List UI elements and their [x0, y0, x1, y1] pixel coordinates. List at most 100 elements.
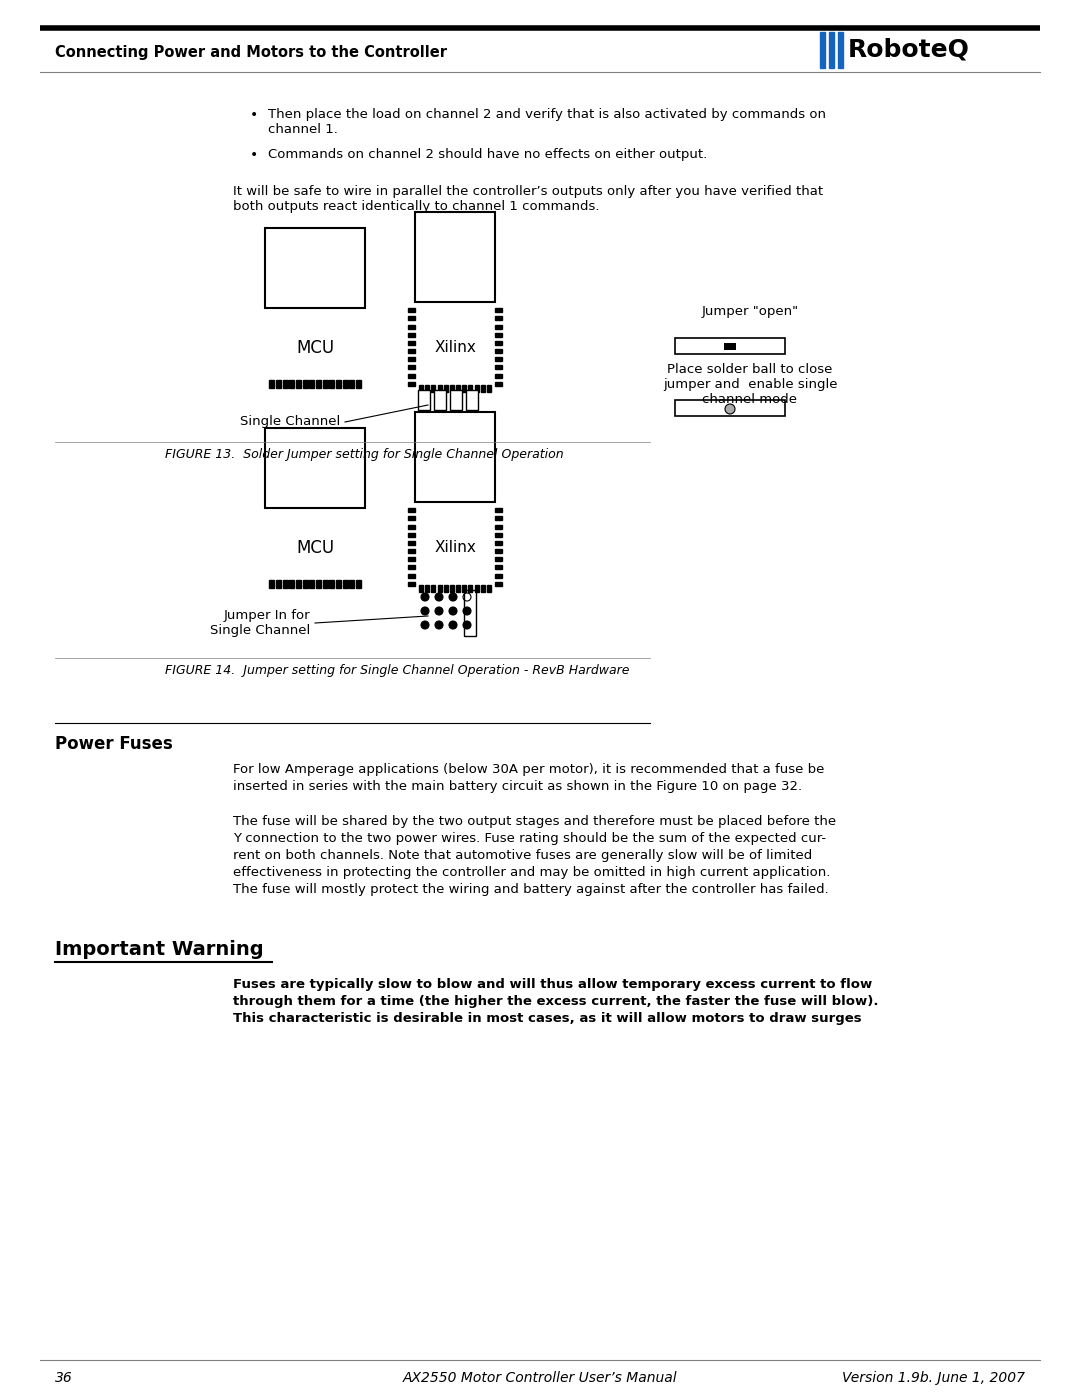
Text: FIGURE 14.  Jumper setting for Single Channel Operation - RevB Hardware: FIGURE 14. Jumper setting for Single Cha… [165, 664, 630, 678]
Bar [820, 32, 825, 68]
Text: It will be safe to wire in parallel the controller’s outputs only after you have: It will be safe to wire in parallel the … [233, 184, 823, 212]
Bar [315, 580, 321, 588]
Bar [408, 332, 415, 337]
Bar [323, 492, 327, 500]
Bar [283, 580, 287, 588]
Bar [434, 390, 446, 409]
Bar [408, 349, 415, 353]
Bar [289, 292, 294, 300]
Bar [495, 332, 502, 337]
Bar [495, 581, 502, 585]
Text: •: • [249, 148, 258, 162]
Bar [309, 492, 314, 500]
Bar [289, 492, 294, 500]
Bar [265, 427, 365, 509]
Bar [495, 358, 502, 362]
Bar [408, 316, 415, 320]
Bar [469, 386, 472, 393]
Bar [426, 386, 430, 393]
Bar [495, 309, 502, 312]
Bar [469, 585, 472, 592]
Bar [444, 288, 448, 295]
Bar [450, 488, 454, 495]
Bar [838, 32, 843, 68]
Bar [675, 400, 785, 416]
Bar [315, 380, 321, 388]
Bar [456, 488, 460, 495]
Bar [329, 380, 334, 388]
Bar [495, 373, 502, 377]
Bar [269, 380, 274, 388]
Text: Jumper "open": Jumper "open" [701, 305, 798, 319]
Bar [444, 488, 448, 495]
Bar [408, 574, 415, 577]
Text: The fuse will be shared by the two output stages and therefore must be placed be: The fuse will be shared by the two outpu… [233, 814, 836, 895]
Bar [495, 316, 502, 320]
Bar [283, 292, 287, 300]
Bar [432, 585, 435, 592]
Bar [329, 580, 334, 588]
Bar [269, 492, 274, 500]
Text: AX2550 Motor Controller User’s Manual: AX2550 Motor Controller User’s Manual [403, 1370, 677, 1384]
Bar [283, 492, 287, 500]
Bar [323, 380, 327, 388]
Bar [302, 580, 308, 588]
Bar [349, 380, 354, 388]
Bar [355, 292, 361, 300]
Text: 36: 36 [55, 1370, 72, 1384]
Text: Then place the load on channel 2 and verify that is also activated by commands o: Then place the load on channel 2 and ver… [268, 108, 826, 136]
Text: Xilinx: Xilinx [434, 339, 476, 355]
Circle shape [435, 592, 443, 601]
Bar [462, 288, 467, 295]
Bar [495, 509, 502, 513]
Text: Single Channel: Single Channel [240, 415, 340, 429]
Bar [275, 292, 281, 300]
Bar [336, 580, 341, 588]
Bar [302, 292, 308, 300]
Bar [432, 386, 435, 393]
Circle shape [449, 592, 457, 601]
Bar [408, 517, 415, 520]
Circle shape [421, 622, 429, 629]
Bar [450, 386, 454, 393]
Bar [296, 492, 301, 500]
Bar [336, 292, 341, 300]
Bar [408, 581, 415, 585]
Bar [487, 288, 490, 295]
Text: MCU: MCU [296, 539, 334, 557]
Bar [329, 292, 334, 300]
Text: MCU: MCU [296, 339, 334, 358]
Bar [408, 524, 415, 528]
Bar [296, 292, 301, 300]
Bar [418, 390, 430, 409]
Bar [336, 492, 341, 500]
Bar [408, 309, 415, 312]
Bar [437, 585, 442, 592]
Text: Jumper In for
Single Channel: Jumper In for Single Channel [210, 609, 310, 637]
Bar [296, 580, 301, 588]
Circle shape [463, 622, 471, 629]
Bar [329, 492, 334, 500]
Bar [336, 380, 341, 388]
Bar [408, 373, 415, 377]
Bar [269, 580, 274, 588]
Bar [495, 557, 502, 562]
Bar [355, 492, 361, 500]
Text: For low Amperage applications (below 30A per motor), it is recommended that a fu: For low Amperage applications (below 30A… [233, 763, 824, 793]
Bar [408, 366, 415, 369]
Bar [444, 585, 448, 592]
Bar [481, 585, 485, 592]
Bar [675, 338, 785, 353]
Bar [495, 549, 502, 553]
Bar [342, 292, 348, 300]
Bar [342, 380, 348, 388]
Bar [487, 488, 490, 495]
Bar [323, 292, 327, 300]
Bar [437, 288, 442, 295]
Bar [469, 288, 472, 295]
Bar [315, 492, 321, 500]
Bar [309, 292, 314, 300]
Bar [419, 585, 423, 592]
Bar [408, 324, 415, 328]
Text: FIGURE 13.  Solder Jumper setting for Single Channel Operation: FIGURE 13. Solder Jumper setting for Sin… [165, 448, 564, 461]
